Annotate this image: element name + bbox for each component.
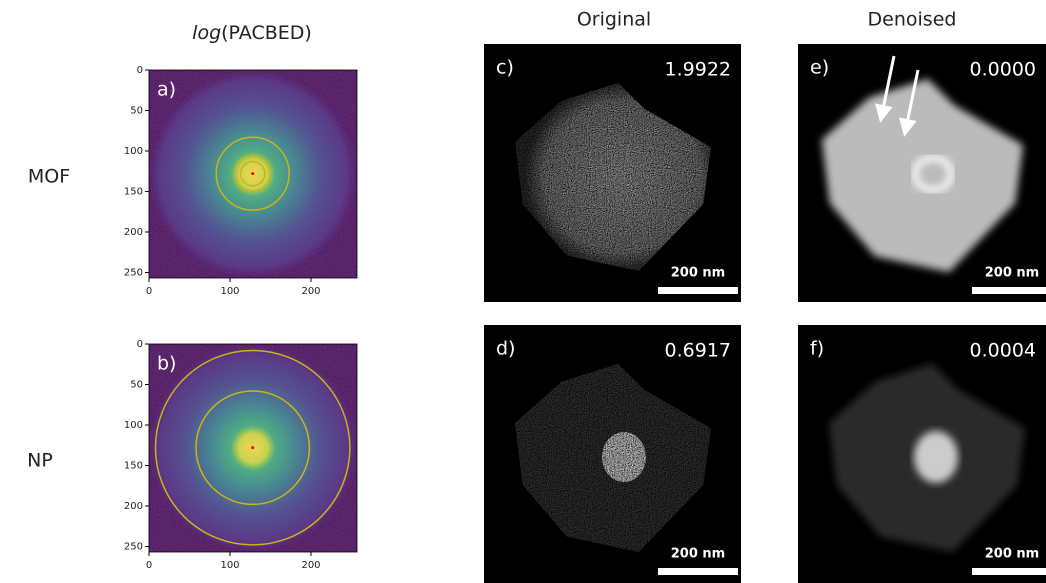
panel-label: a) [157, 79, 176, 101]
particle [821, 78, 1024, 273]
core [914, 431, 958, 483]
panel-label: b) [157, 353, 176, 375]
x-tick-label: 0 [146, 286, 152, 297]
scale-bar [972, 287, 1046, 294]
x-tick-label: 0 [146, 560, 152, 571]
title-italic: log [192, 22, 221, 44]
scale-bar [658, 287, 738, 294]
scale-bar [658, 568, 738, 575]
scale-bar-label: 200 nm [671, 266, 725, 281]
stem-image [484, 44, 741, 302]
column-title: Denoised [868, 9, 957, 31]
y-tick-label: 100 [124, 420, 143, 431]
scale-bar-label: 200 nm [985, 547, 1039, 562]
ring [234, 155, 272, 193]
x-tick-label: 100 [220, 286, 239, 297]
stem-image [798, 325, 1046, 583]
panel-value: 0.0004 [970, 340, 1036, 362]
ring [195, 390, 311, 506]
y-tick-label: 200 [124, 501, 143, 512]
row-label: MOF [28, 166, 70, 188]
scale-bar-label: 200 nm [985, 266, 1039, 281]
column-title: log(PACBED) [192, 22, 312, 44]
title-rest: (PACBED) [221, 22, 312, 44]
stem-image [484, 325, 741, 583]
y-tick-label: 50 [130, 380, 143, 391]
panel-label: f) [810, 338, 824, 360]
panel-value: 0.6917 [665, 340, 731, 362]
row-label: NP [27, 450, 53, 472]
core [912, 155, 954, 193]
column-title: Original [577, 9, 651, 31]
y-tick-label: 100 [124, 146, 143, 157]
core [602, 432, 646, 482]
axes-frame [148, 343, 358, 553]
panel-label: e) [810, 57, 829, 79]
center-dot [251, 172, 255, 176]
panel-label: d) [496, 338, 515, 360]
ring [154, 349, 351, 546]
y-tick-label: 0 [137, 65, 143, 76]
x-tick-label: 100 [220, 560, 239, 571]
y-tick-label: 250 [124, 268, 143, 279]
center-dot [251, 446, 255, 450]
arrow [875, 55, 896, 123]
y-tick-label: 250 [124, 542, 143, 553]
x-tick-label: 200 [301, 560, 320, 571]
panel-value: 1.9922 [665, 59, 731, 81]
ring [239, 160, 266, 187]
panel-value: 0.0000 [970, 59, 1036, 81]
y-tick-label: 50 [130, 106, 143, 117]
ring [215, 136, 290, 211]
stem-image [798, 44, 1046, 302]
y-tick-label: 150 [124, 187, 143, 198]
scale-bar-label: 200 nm [671, 547, 725, 562]
y-tick-label: 150 [124, 461, 143, 472]
scale-bar [972, 568, 1046, 575]
x-tick-label: 200 [301, 286, 320, 297]
particle [514, 82, 712, 272]
axes-frame [148, 69, 358, 279]
y-tick-label: 0 [137, 339, 143, 350]
arrow [899, 69, 920, 137]
y-tick-label: 200 [124, 227, 143, 238]
panel-label: c) [496, 57, 514, 79]
